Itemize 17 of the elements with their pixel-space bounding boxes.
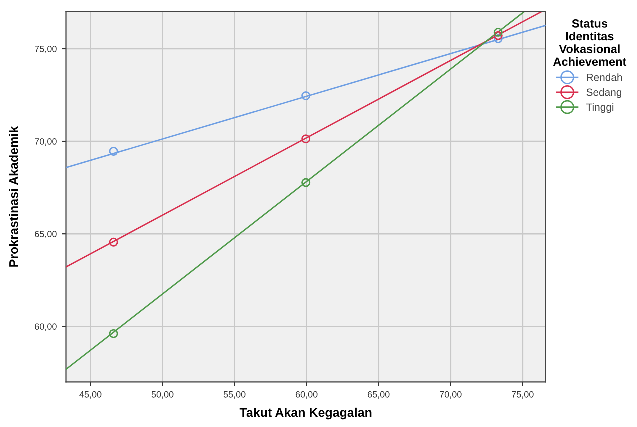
x-tick-label: 70,00 [440, 391, 462, 399]
x-axis-title: Takut Akan Kegagalan [240, 408, 372, 420]
legend-title: Status Identitas Vokasional Achievement [553, 20, 627, 66]
y-tick-label: 70,00 [35, 138, 57, 146]
x-tick-label: 55,00 [224, 391, 246, 399]
y-tick-label: 60,00 [35, 324, 57, 332]
y-tick-label: 75,00 [35, 46, 57, 54]
x-tick-label: 65,00 [368, 391, 390, 399]
y-axis-title: Prokrastinasi Akademik [9, 126, 18, 267]
x-tick-label: 45,00 [80, 391, 102, 399]
legend-label: Sedang [586, 88, 622, 98]
x-tick-label: 50,00 [152, 391, 174, 399]
legend-label: Rendah [587, 74, 622, 82]
x-tick-label: 75,00 [512, 391, 534, 399]
x-tick-label: 60,00 [296, 391, 318, 399]
y-tick-label: 65,00 [35, 231, 57, 239]
legend-label: Tinggi [586, 103, 614, 114]
